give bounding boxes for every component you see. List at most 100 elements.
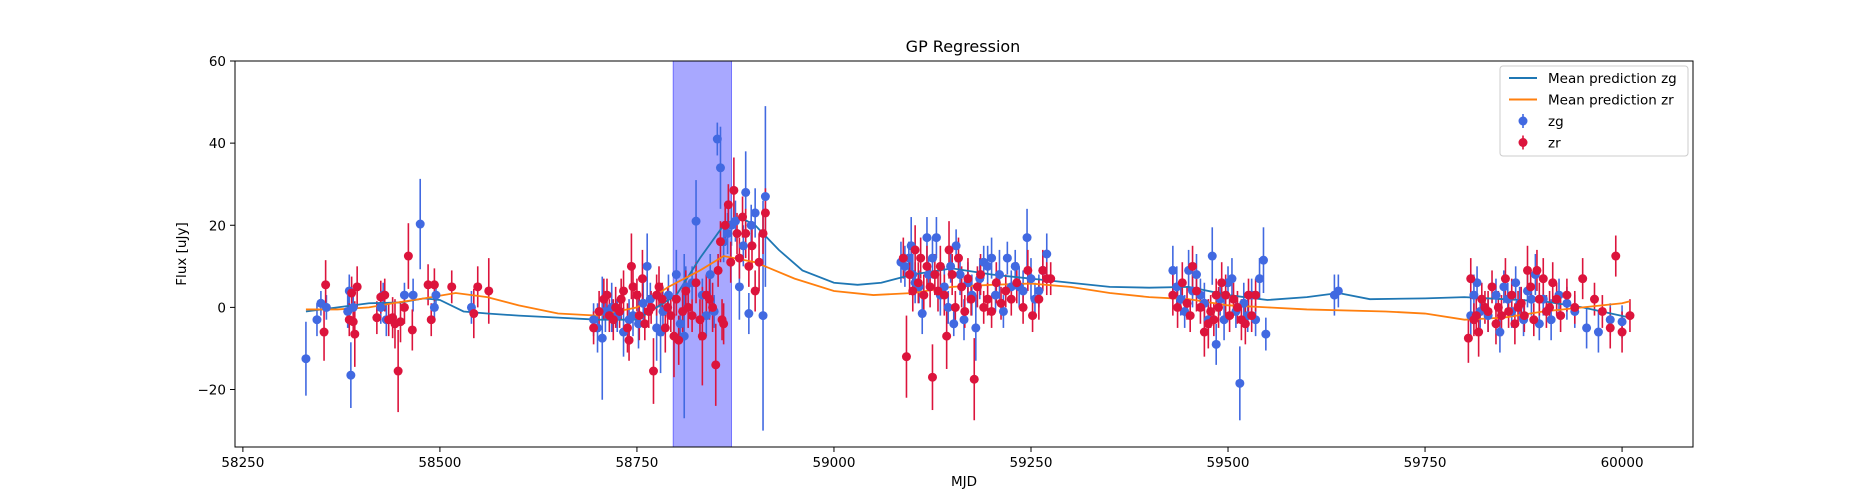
data-point-zg (346, 370, 356, 380)
data-point-zg (705, 270, 715, 280)
data-point-zr (750, 286, 760, 296)
data-point-zr (960, 306, 970, 316)
legend-label: zr (1548, 136, 1561, 152)
data-point-zr (1597, 306, 1607, 316)
data-point-zr (930, 270, 940, 280)
data-point-zr (1617, 327, 1627, 337)
data-point-zr (741, 228, 751, 238)
data-point-zr (1206, 306, 1216, 316)
data-point-zg (959, 315, 969, 325)
data-point-zr (1185, 311, 1195, 321)
data-point-zr (1625, 311, 1635, 321)
series-zr-points (319, 185, 1635, 384)
data-point-zr (1483, 306, 1493, 316)
data-point-zr (719, 319, 729, 329)
data-point-zg (994, 270, 1004, 280)
data-point-zr (1548, 278, 1558, 288)
data-point-zg (946, 261, 956, 271)
data-point-zr (942, 331, 952, 341)
data-point-zg (408, 290, 418, 300)
x-tick-label: 59250 (1010, 455, 1053, 471)
data-point-zg (971, 323, 981, 333)
data-point-zr (953, 253, 963, 263)
data-point-zr (372, 313, 382, 323)
data-point-zg (1261, 329, 1271, 339)
data-point-zg (738, 241, 748, 251)
data-point-zg (1022, 233, 1032, 243)
data-point-zg (1026, 274, 1036, 284)
data-point-zr (594, 306, 604, 316)
data-point-zr (963, 274, 973, 284)
data-point-zr (720, 220, 730, 230)
data-point-zg (1207, 251, 1217, 261)
data-point-zg (1582, 323, 1592, 333)
data-point-zr (1188, 261, 1198, 271)
data-point-zr (996, 298, 1006, 308)
data-point-zg (431, 290, 441, 300)
y-tick-label: 60 (209, 54, 226, 70)
data-point-zr (469, 309, 479, 319)
data-point-zg (922, 233, 932, 243)
data-point-zr (1221, 290, 1231, 300)
data-point-zr (1474, 327, 1484, 337)
data-point-zr (473, 282, 483, 292)
data-point-zr (713, 265, 723, 275)
data-point-zr (913, 278, 923, 288)
data-point-zr (715, 237, 725, 247)
data-point-zr (687, 311, 697, 321)
data-point-zr (939, 290, 949, 300)
data-point-zr (423, 280, 433, 290)
data-point-zg (987, 253, 997, 263)
data-point-zr (1191, 286, 1201, 296)
data-point-zr (619, 286, 629, 296)
data-point-zr (1510, 319, 1520, 329)
data-point-zr (1168, 290, 1178, 300)
data-point-zr (950, 302, 960, 312)
chart-title: GP Regression (906, 37, 1021, 56)
data-point-zr (732, 228, 742, 238)
data-point-zr (626, 261, 636, 271)
data-point-zr (624, 335, 634, 345)
data-point-zr (1519, 311, 1529, 321)
data-point-zr (403, 251, 413, 261)
x-tick-label: 58500 (418, 455, 461, 471)
data-point-zg (399, 290, 409, 300)
data-point-zg (1511, 278, 1521, 288)
data-point-zr (666, 311, 676, 321)
data-point-zg (943, 302, 953, 312)
data-point-zr (957, 282, 967, 292)
legend-item-zr: zr (1518, 135, 1561, 152)
data-point-zr (1491, 319, 1501, 329)
data-point-zr (348, 317, 358, 327)
data-point-zr (1545, 302, 1555, 312)
data-point-zr (1507, 290, 1517, 300)
data-point-zr (744, 261, 754, 271)
legend-item-zg: zg (1518, 114, 1564, 130)
legend-marker-swatch (1518, 138, 1528, 147)
y-tick-label: 40 (209, 136, 226, 152)
data-point-zr (681, 286, 691, 296)
legend-label: Mean prediction zr (1548, 93, 1674, 109)
data-point-zg (760, 192, 770, 202)
y-tick-label: −20 (198, 383, 227, 399)
data-point-zr (723, 200, 733, 210)
data-point-zr (711, 360, 721, 370)
data-point-zr (1532, 265, 1542, 275)
data-point-zg (638, 298, 648, 308)
data-point-zr (1028, 311, 1038, 321)
data-point-zr (380, 290, 390, 300)
data-point-zg (312, 315, 322, 325)
data-point-zr (935, 261, 945, 271)
data-point-zr (901, 352, 911, 362)
data-point-zr (987, 306, 997, 316)
data-point-zg (1235, 378, 1245, 388)
data-point-zr (426, 315, 436, 325)
data-point-zg (1258, 255, 1268, 265)
data-point-zg (675, 319, 685, 329)
data-point-zg (1042, 249, 1052, 259)
data-point-zg (1546, 315, 1556, 325)
legend-marker-swatch (1518, 116, 1528, 126)
legend-item-mean-prediction-zg: Mean prediction zg (1509, 71, 1677, 87)
data-point-zg (301, 354, 311, 364)
data-point-zr (1244, 290, 1254, 300)
